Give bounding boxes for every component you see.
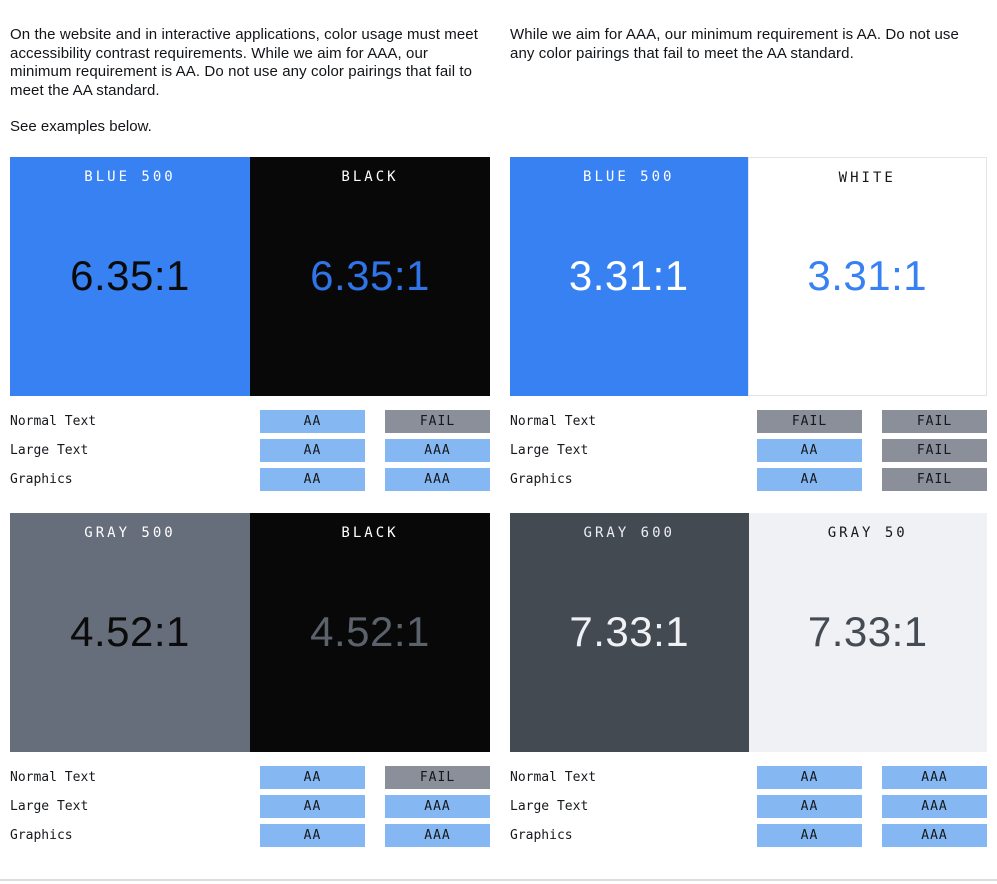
contrast-example-blue500-white: BLUE 500 3.31:1 WHITE 3.31:1 Normal Text… [510, 156, 987, 491]
contrast-badge: AAA [385, 467, 490, 491]
contrast-badge: AA [757, 467, 862, 491]
color-swatch-left: GRAY 500 4.52:1 [10, 512, 250, 752]
contrast-badge: AA [260, 467, 365, 491]
contrast-ratio-value: 3.31:1 [568, 252, 689, 299]
color-swatch-right: BLACK 4.52:1 [250, 512, 490, 752]
contrast-card: GRAY 500 4.52:1 BLACK 4.52:1 [10, 512, 490, 752]
contrast-badge: AA [260, 794, 365, 818]
intro-section: On the website and in interactive applic… [10, 26, 987, 137]
contrast-badge: AAA [882, 765, 987, 789]
contrast-badge: FAIL [757, 409, 862, 433]
rating-row-label: Large Text [10, 442, 89, 458]
contrast-badge: AAA [385, 794, 490, 818]
contrast-example-gray600-gray50: GRAY 600 7.33:1 GRAY 50 7.33:1 Normal Te… [510, 512, 987, 847]
rating-row-label: Graphics [510, 827, 573, 843]
intro-column-left: On the website and in interactive applic… [10, 26, 490, 137]
rating-row: Large Text AA AAA [510, 794, 987, 818]
see-examples-note: See examples below. [10, 118, 152, 135]
contrast-badge: AA [757, 794, 862, 818]
bottom-divider [0, 879, 997, 881]
contrast-ratio-value: 6.35:1 [70, 252, 190, 299]
contrast-badge: AA [757, 765, 862, 789]
contrast-badge: AA [260, 765, 365, 789]
rating-row: Large Text AA FAIL [510, 438, 987, 462]
rating-row: Graphics AA AAA [10, 823, 490, 847]
swatch-name-label: GRAY 600 [583, 524, 675, 541]
contrast-badge: AAA [385, 438, 490, 462]
color-swatch-right: GRAY 50 7.33:1 [748, 512, 987, 752]
swatch-name-label: WHITE [838, 169, 896, 186]
color-swatch-left: GRAY 600 7.33:1 [510, 512, 749, 752]
rating-row: Normal Text AA FAIL [10, 765, 490, 789]
contrast-ratio-value: 6.35:1 [310, 252, 430, 299]
rating-row: Graphics AA AAA [10, 467, 490, 491]
rating-row: Large Text AA AAA [10, 438, 490, 462]
contrast-badge: FAIL [385, 409, 490, 433]
contrast-card: BLUE 500 6.35:1 BLACK 6.35:1 [10, 156, 490, 396]
swatch-name-label: GRAY 500 [84, 524, 176, 541]
rating-rows: Normal Text AA AAA Large Text AA AAA Gra… [510, 765, 987, 847]
contrast-badge: AA [260, 409, 365, 433]
swatch-name-label: BLACK [341, 168, 399, 185]
contrast-badge: FAIL [882, 467, 987, 491]
intro-paragraph-right: While we aim for AAA, our minimum requir… [510, 26, 959, 62]
contrast-ratio-value: 7.33:1 [569, 608, 690, 655]
accessibility-guidelines-page: On the website and in interactive applic… [10, 26, 987, 847]
rating-row-label: Graphics [10, 471, 73, 487]
swatch-name-label: BLUE 500 [84, 168, 176, 185]
rating-row-label: Graphics [10, 827, 73, 843]
rating-row: Graphics AA FAIL [510, 467, 987, 491]
rating-row: Normal Text FAIL FAIL [510, 409, 987, 433]
contrast-badge: AAA [882, 794, 987, 818]
rating-row-label: Large Text [510, 442, 589, 458]
contrast-ratio-value: 7.33:1 [807, 608, 928, 655]
color-swatch-left: BLUE 500 6.35:1 [10, 156, 250, 396]
rating-row-label: Large Text [10, 798, 89, 814]
color-swatch-left: BLUE 500 3.31:1 [510, 156, 748, 396]
contrast-badge: AA [260, 823, 365, 847]
rating-row-label: Normal Text [10, 413, 97, 429]
rating-row-label: Large Text [510, 798, 589, 814]
contrast-card: GRAY 600 7.33:1 GRAY 50 7.33:1 [510, 512, 987, 752]
rating-row-label: Normal Text [10, 769, 97, 785]
contrast-card: BLUE 500 3.31:1 WHITE 3.31:1 [510, 156, 987, 396]
contrast-badge: AAA [385, 823, 490, 847]
swatch-name-label: GRAY 50 [827, 524, 908, 541]
contrast-badge: AA [260, 438, 365, 462]
contrast-example-blue500-black: BLUE 500 6.35:1 BLACK 6.35:1 Normal Text… [10, 156, 490, 491]
rating-row: Graphics AA AAA [510, 823, 987, 847]
contrast-example-gray500-black: GRAY 500 4.52:1 BLACK 4.52:1 Normal Text… [10, 512, 490, 847]
color-swatch-right: BLACK 6.35:1 [250, 156, 490, 396]
rating-row: Normal Text AA AAA [510, 765, 987, 789]
contrast-badge: AA [757, 438, 862, 462]
rating-rows: Normal Text AA FAIL Large Text AA AAA Gr… [10, 765, 490, 847]
color-swatch-right: WHITE 3.31:1 [747, 156, 987, 396]
contrast-badge: FAIL [385, 765, 490, 789]
rating-row: Large Text AA AAA [10, 794, 490, 818]
intro-paragraph-left: On the website and in interactive applic… [10, 26, 478, 99]
rating-row: Normal Text AA FAIL [10, 409, 490, 433]
contrast-badge: FAIL [882, 438, 987, 462]
rating-row-label: Normal Text [510, 413, 597, 429]
swatch-name-label: BLUE 500 [583, 168, 675, 185]
rating-rows: Normal Text FAIL FAIL Large Text AA FAIL… [510, 409, 987, 491]
contrast-badge: AA [757, 823, 862, 847]
contrast-ratio-value: 4.52:1 [310, 608, 430, 655]
contrast-ratio-value: 3.31:1 [807, 252, 928, 299]
rating-row-label: Normal Text [510, 769, 597, 785]
contrast-ratio-value: 4.52:1 [70, 608, 190, 655]
contrast-examples-grid: BLUE 500 6.35:1 BLACK 6.35:1 Normal Text… [10, 156, 987, 847]
contrast-badge: AAA [882, 823, 987, 847]
contrast-badge: FAIL [882, 409, 987, 433]
swatch-name-label: BLACK [341, 524, 399, 541]
rating-row-label: Graphics [510, 471, 573, 487]
rating-rows: Normal Text AA FAIL Large Text AA AAA Gr… [10, 409, 490, 491]
intro-column-right: While we aim for AAA, our minimum requir… [510, 26, 987, 137]
